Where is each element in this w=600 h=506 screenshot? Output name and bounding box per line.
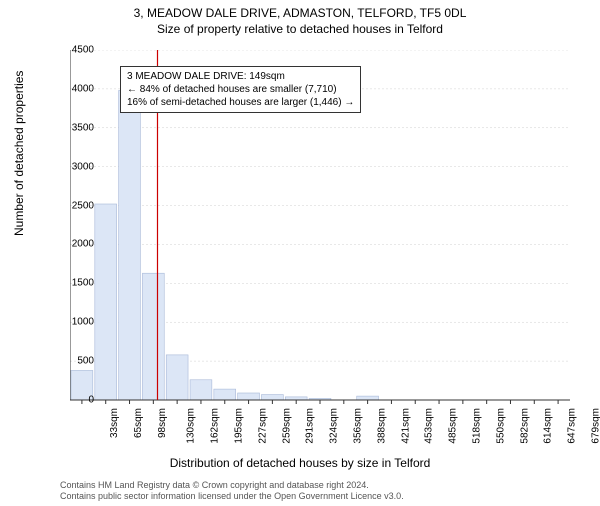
footer-line2: Contains public sector information licen… <box>60 491 404 502</box>
footer-line1: Contains HM Land Registry data © Crown c… <box>60 480 404 491</box>
x-tick-label: 582sqm <box>519 408 530 444</box>
x-tick-label: 453sqm <box>424 408 435 444</box>
x-tick-label: 98sqm <box>157 408 168 438</box>
x-tick-label: 227sqm <box>257 408 268 444</box>
x-tick-label: 324sqm <box>329 408 340 444</box>
y-tick-label: 4000 <box>72 83 94 94</box>
y-tick-label: 1000 <box>72 317 94 328</box>
x-tick-label: 421sqm <box>400 408 411 444</box>
annotation-line2: ← 84% of detached houses are smaller (7,… <box>127 83 354 96</box>
y-tick-label: 0 <box>88 395 94 406</box>
y-tick-label: 4500 <box>72 45 94 56</box>
x-tick-label: 356sqm <box>353 408 364 444</box>
chart-title-sub: Size of property relative to detached ho… <box>0 22 600 36</box>
annotation-line3: 16% of semi-detached houses are larger (… <box>127 96 354 109</box>
annotation-box: 3 MEADOW DALE DRIVE: 149sqm ← 84% of det… <box>120 66 361 113</box>
y-axis-label: Number of detached properties <box>12 71 26 236</box>
chart-container: 3, MEADOW DALE DRIVE, ADMASTON, TELFORD,… <box>0 6 600 506</box>
x-axis-label: Distribution of detached houses by size … <box>0 456 600 470</box>
chart-title-main: 3, MEADOW DALE DRIVE, ADMASTON, TELFORD,… <box>0 6 600 20</box>
y-tick-label: 500 <box>77 356 94 367</box>
footer-attribution: Contains HM Land Registry data © Crown c… <box>60 480 404 502</box>
x-tick-label: 388sqm <box>376 408 387 444</box>
y-tick-label: 2000 <box>72 239 94 250</box>
x-tick-label: 195sqm <box>234 408 245 444</box>
y-tick-label: 3000 <box>72 161 94 172</box>
x-tick-label: 130sqm <box>186 408 197 444</box>
x-tick-label: 550sqm <box>495 408 506 444</box>
x-tick-label: 162sqm <box>210 408 221 444</box>
y-tick-label: 2500 <box>72 200 94 211</box>
x-tick-label: 647sqm <box>567 408 578 444</box>
y-tick-label: 1500 <box>72 278 94 289</box>
annotation-line1: 3 MEADOW DALE DRIVE: 149sqm <box>127 70 354 83</box>
x-tick-label: 518sqm <box>472 408 483 444</box>
x-tick-label: 679sqm <box>591 408 600 444</box>
x-tick-label: 33sqm <box>109 408 120 438</box>
x-tick-label: 259sqm <box>281 408 292 444</box>
x-tick-label: 485sqm <box>448 408 459 444</box>
y-tick-label: 3500 <box>72 122 94 133</box>
x-tick-label: 65sqm <box>133 408 144 438</box>
x-tick-label: 614sqm <box>543 408 554 444</box>
x-tick-label: 291sqm <box>305 408 316 444</box>
